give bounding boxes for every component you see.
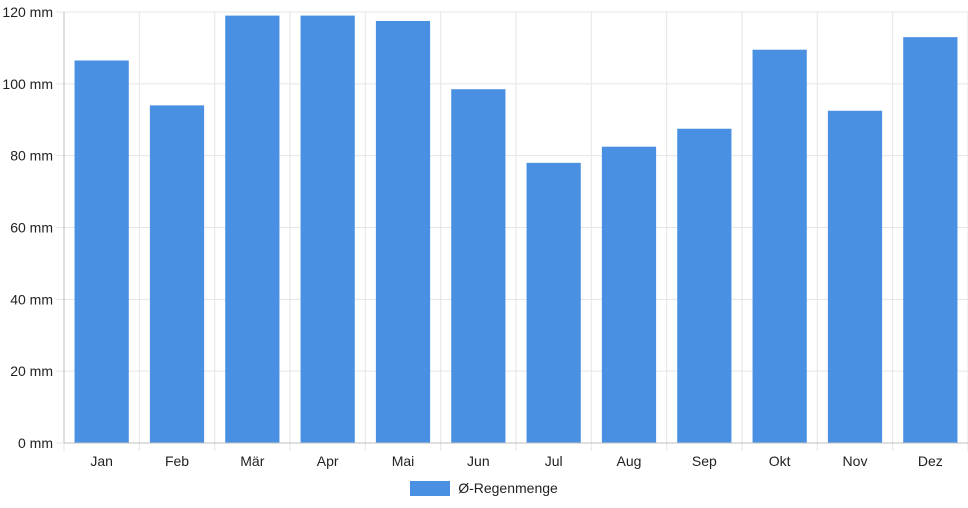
bar-apr[interactable] — [300, 15, 355, 443]
bar-chart: 0 mm 20 mm 40 mm 60 mm 80 mm 100 mm 120 mm Jan… — [2, 4, 968, 469]
x-tick-label: Okt — [769, 453, 791, 469]
legend-label: Ø-Regenmenge — [458, 480, 558, 496]
y-tick-label: 40 mm — [10, 291, 53, 307]
x-tick-label: Aug — [617, 453, 642, 469]
bar-okt[interactable] — [752, 49, 807, 444]
bar-jun[interactable] — [451, 89, 506, 444]
x-tick-label: Jun — [467, 453, 490, 469]
bar-jan[interactable] — [74, 60, 129, 444]
grid-lines — [56, 11, 968, 451]
y-tick-label: 0 mm — [18, 435, 53, 451]
bars — [74, 15, 958, 444]
x-tick-label: Jul — [545, 453, 563, 469]
y-tick-labels: 0 mm 20 mm 40 mm 60 mm 80 mm 100 mm 120 mm — [2, 4, 53, 451]
legend-swatch — [410, 480, 451, 496]
y-tick-label: 120 mm — [2, 4, 53, 20]
y-tick-label: 80 mm — [10, 148, 53, 164]
x-tick-label: Apr — [317, 453, 339, 469]
x-tick-label: Mär — [240, 453, 264, 469]
y-tick-label: 60 mm — [10, 220, 53, 236]
bar-nov[interactable] — [827, 110, 883, 443]
x-tick-labels: Jan Feb Mär Apr Mai Jun Jul Aug Sep Okt Nov Dez — [90, 453, 942, 469]
x-tick-label: Sep — [692, 453, 717, 469]
bar-feb[interactable] — [149, 105, 205, 443]
x-tick-label: Dez — [918, 453, 943, 469]
bar-aug[interactable] — [601, 146, 657, 443]
x-tick-label: Jan — [90, 453, 113, 469]
bar-sep[interactable] — [677, 128, 732, 443]
y-tick-label: 20 mm — [10, 363, 53, 379]
bar-dez[interactable] — [903, 37, 958, 444]
bar-mär[interactable] — [225, 15, 280, 443]
x-tick-label: Nov — [843, 453, 868, 469]
x-tick-label: Mai — [392, 453, 415, 469]
y-tick-label: 100 mm — [2, 76, 53, 92]
x-tick-label: Feb — [165, 453, 189, 469]
bar-jul[interactable] — [526, 162, 581, 443]
axes — [63, 12, 968, 444]
bar-mai[interactable] — [375, 20, 431, 444]
legend[interactable]: Ø-Regenmenge — [0, 480, 968, 496]
